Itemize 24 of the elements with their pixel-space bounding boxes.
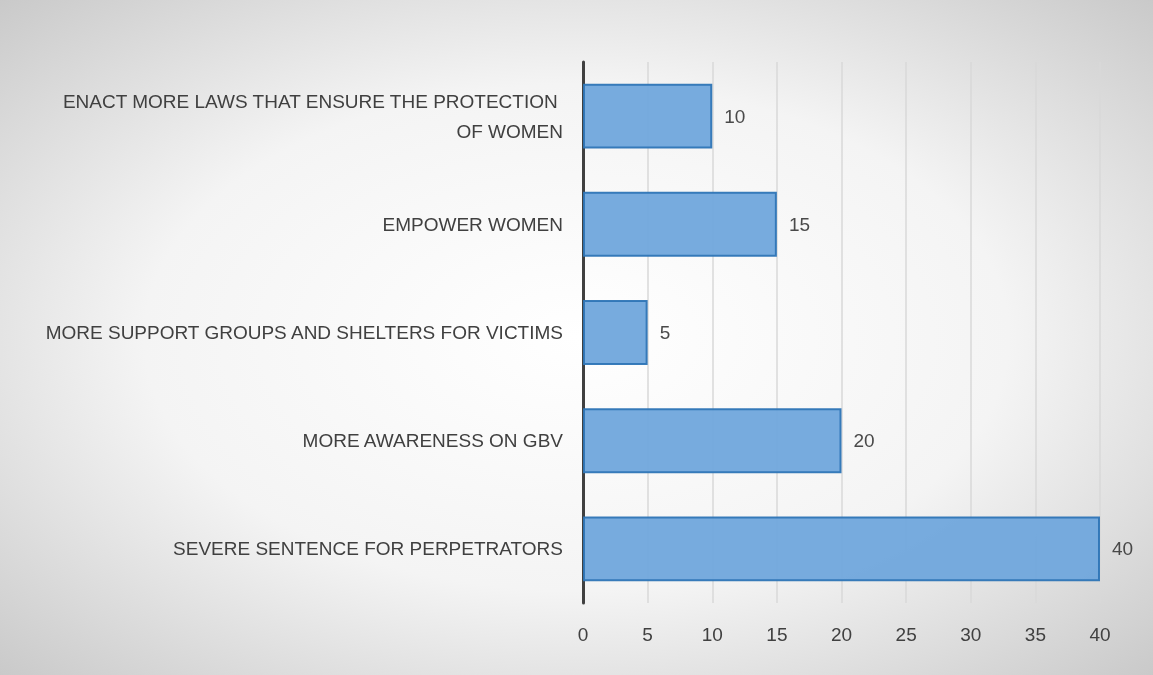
x-tick-label: 5 <box>642 624 653 645</box>
y-tick-label: MORE SUPPORT GROUPS AND SHELTERS FOR VICTIMS <box>45 322 563 343</box>
data-label: 40 <box>1112 538 1134 560</box>
x-tick-label: 35 <box>1024 624 1046 645</box>
data-label: 15 <box>788 213 811 235</box>
data-label: 10 <box>724 105 746 127</box>
x-tick-label: 20 <box>830 624 853 645</box>
y-tick-label: MORE AWARENESS ON GBV <box>302 430 564 452</box>
data-label: 20 <box>853 430 875 452</box>
bar <box>583 516 1100 582</box>
x-tick-label: 40 <box>1089 624 1111 645</box>
bar <box>583 300 648 365</box>
x-tick-label: 30 <box>960 624 982 645</box>
data-label: 5 <box>659 322 671 343</box>
x-tick-label: 0 <box>577 624 589 645</box>
x-tick-label: 25 <box>895 624 917 645</box>
y-tick-label: ENACT MORE LAWS THAT ENSURE THE PROTECTION OF WOMEN <box>62 90 563 142</box>
x-tick-label: 10 <box>701 624 723 645</box>
y-tick-label: SEVERE SENTENCE FOR PERPETRATORS <box>173 538 563 560</box>
x-tick-label: 15 <box>766 624 788 645</box>
y-tick-label: EMPOWER WOMEN <box>382 213 563 235</box>
bar <box>583 83 713 149</box>
bar <box>583 408 842 474</box>
bar <box>583 191 777 257</box>
